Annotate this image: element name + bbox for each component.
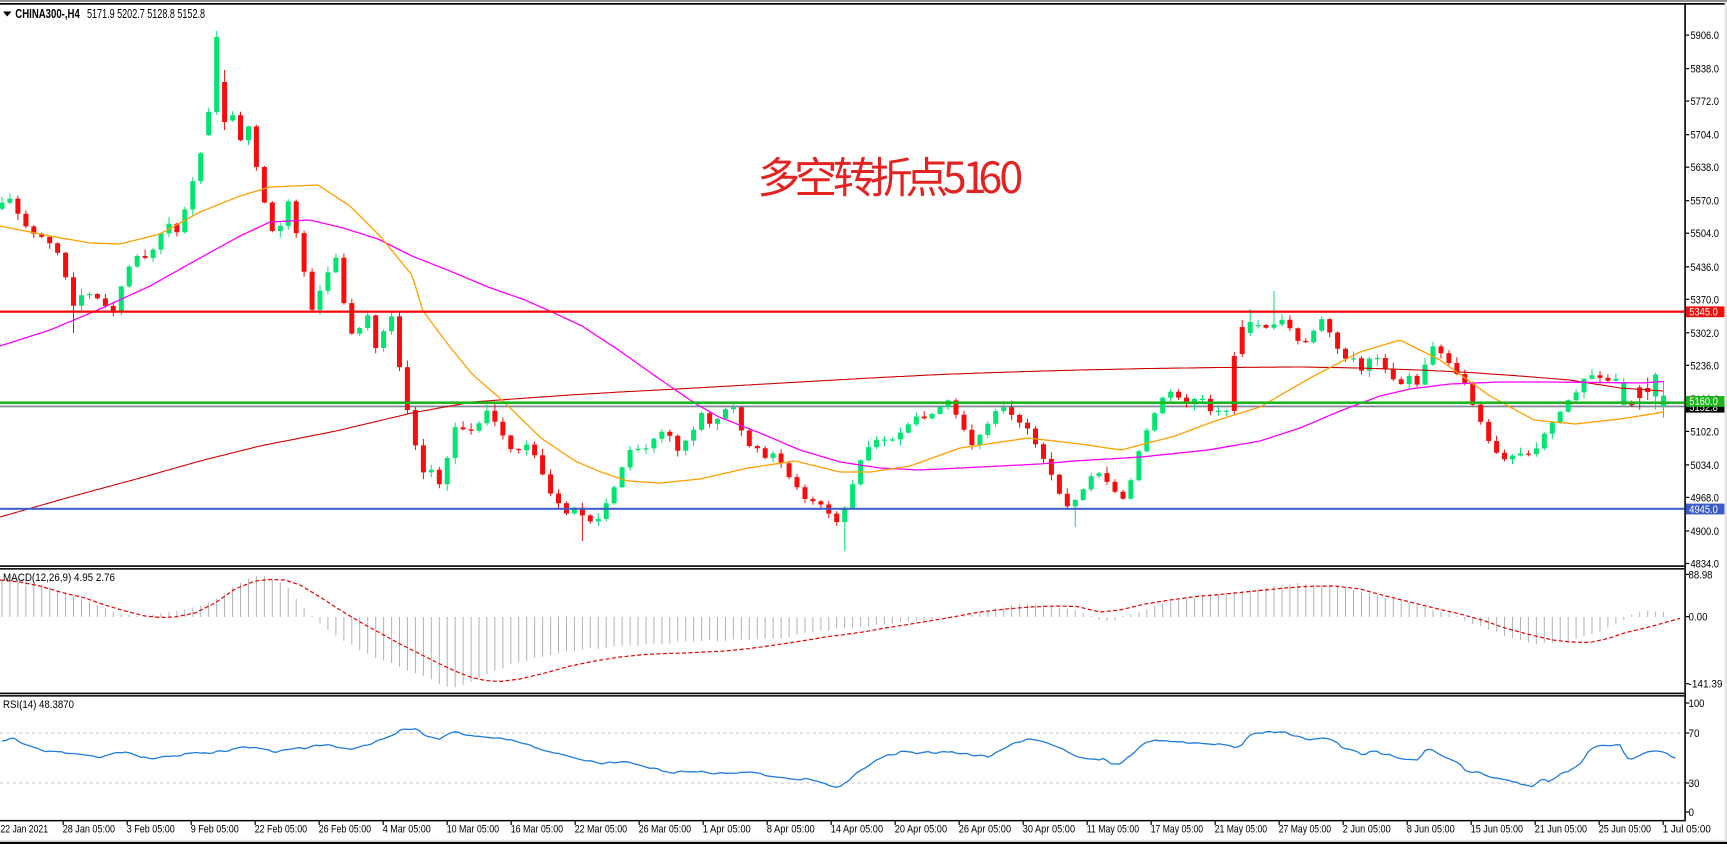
svg-text:5370.0: 5370.0 bbox=[1691, 294, 1720, 306]
svg-text:70: 70 bbox=[1689, 728, 1700, 740]
svg-text:25 Jun 05:00: 25 Jun 05:00 bbox=[1599, 824, 1651, 836]
svg-text:RSI(14) 48.3870: RSI(14) 48.3870 bbox=[3, 699, 74, 711]
svg-text:8 Apr 05:00: 8 Apr 05:00 bbox=[767, 824, 815, 836]
svg-text:1 Jul 05:00: 1 Jul 05:00 bbox=[1663, 824, 1711, 836]
svg-text:1 Apr 05:00: 1 Apr 05:00 bbox=[703, 824, 751, 836]
svg-text:4968.0: 4968.0 bbox=[1691, 492, 1720, 504]
svg-text:MACD(12,26,9) 4.95 2.76: MACD(12,26,9) 4.95 2.76 bbox=[3, 572, 115, 584]
svg-text:10 Mar 05:00: 10 Mar 05:00 bbox=[447, 824, 499, 836]
svg-text:5345.0: 5345.0 bbox=[1689, 307, 1718, 319]
svg-text:5570.0: 5570.0 bbox=[1691, 196, 1720, 208]
svg-text:0.00: 0.00 bbox=[1689, 612, 1708, 624]
svg-text:26 Feb 05:00: 26 Feb 05:00 bbox=[319, 824, 371, 836]
svg-text:5704.0: 5704.0 bbox=[1691, 130, 1720, 142]
svg-text:30: 30 bbox=[1689, 778, 1700, 790]
svg-text:5171.9 5202.7 5128.8 5152.8: 5171.9 5202.7 5128.8 5152.8 bbox=[87, 7, 205, 21]
svg-text:5838.0: 5838.0 bbox=[1691, 64, 1720, 76]
svg-text:5906.0: 5906.0 bbox=[1691, 30, 1720, 42]
svg-text:17 May 05:00: 17 May 05:00 bbox=[1151, 824, 1203, 836]
svg-text:4900.0: 4900.0 bbox=[1691, 526, 1720, 538]
svg-text:5236.0: 5236.0 bbox=[1691, 360, 1720, 372]
svg-text:15 Jun 05:00: 15 Jun 05:00 bbox=[1471, 824, 1523, 836]
svg-text:26 Apr 05:00: 26 Apr 05:00 bbox=[959, 824, 1011, 836]
svg-text:88.98: 88.98 bbox=[1689, 569, 1713, 581]
svg-text:8 Jun 05:00: 8 Jun 05:00 bbox=[1407, 824, 1455, 836]
svg-text:2 Jun 05:00: 2 Jun 05:00 bbox=[1343, 824, 1391, 836]
svg-text:5302.0: 5302.0 bbox=[1691, 328, 1720, 340]
svg-text:21 May 05:00: 21 May 05:00 bbox=[1215, 824, 1267, 836]
svg-text:11 May 05:00: 11 May 05:00 bbox=[1087, 824, 1139, 836]
svg-text:5160.0: 5160.0 bbox=[1689, 396, 1718, 408]
svg-text:5034.0: 5034.0 bbox=[1691, 460, 1720, 472]
svg-text:-141.39: -141.39 bbox=[1689, 679, 1723, 691]
svg-text:5638.0: 5638.0 bbox=[1691, 162, 1720, 174]
svg-text:27 May 05:00: 27 May 05:00 bbox=[1279, 824, 1331, 836]
svg-text:100: 100 bbox=[1689, 698, 1705, 710]
svg-text:5102.0: 5102.0 bbox=[1691, 426, 1720, 438]
svg-text:3 Feb 05:00: 3 Feb 05:00 bbox=[127, 824, 175, 836]
svg-text:16 Mar 05:00: 16 Mar 05:00 bbox=[511, 824, 563, 836]
svg-text:9 Feb 05:00: 9 Feb 05:00 bbox=[191, 824, 239, 836]
svg-text:26 Mar 05:00: 26 Mar 05:00 bbox=[639, 824, 691, 836]
svg-text:5504.0: 5504.0 bbox=[1691, 228, 1720, 240]
svg-text:28 Jan 05:00: 28 Jan 05:00 bbox=[63, 824, 115, 836]
svg-text:4834.0: 4834.0 bbox=[1691, 558, 1720, 570]
svg-text:0: 0 bbox=[1689, 807, 1695, 819]
svg-text:22 Feb 05:00: 22 Feb 05:00 bbox=[255, 824, 307, 836]
svg-text:5436.0: 5436.0 bbox=[1691, 262, 1720, 274]
svg-text:21 Jun 05:00: 21 Jun 05:00 bbox=[1535, 824, 1587, 836]
svg-text:14 Apr 05:00: 14 Apr 05:00 bbox=[831, 824, 883, 836]
svg-text:CHINA300-,H4: CHINA300-,H4 bbox=[15, 7, 80, 21]
svg-text:4 Mar 05:00: 4 Mar 05:00 bbox=[383, 824, 431, 836]
svg-text:20 Apr 05:00: 20 Apr 05:00 bbox=[895, 824, 947, 836]
svg-text:22 Mar 05:00: 22 Mar 05:00 bbox=[575, 824, 627, 836]
svg-text:4945.0: 4945.0 bbox=[1689, 504, 1718, 516]
svg-text:22 Jan 2021: 22 Jan 2021 bbox=[1, 824, 49, 836]
svg-text:30 Apr 05:00: 30 Apr 05:00 bbox=[1023, 824, 1075, 836]
svg-text:5772.0: 5772.0 bbox=[1691, 96, 1720, 108]
